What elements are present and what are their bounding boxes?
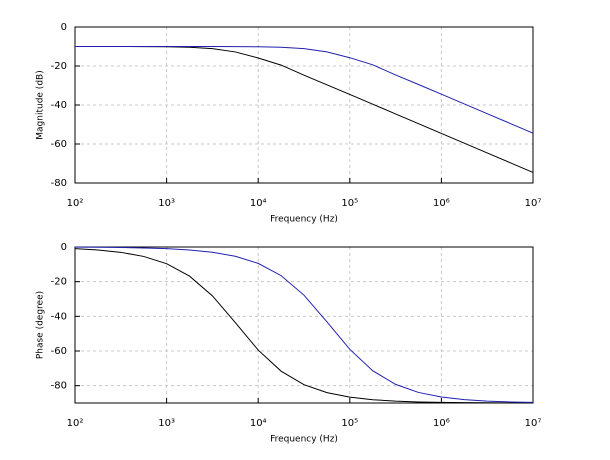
x-tick-label: 10² bbox=[67, 198, 84, 209]
x-tick-label: 10⁶ bbox=[433, 418, 450, 429]
x-tick-label: 10³ bbox=[158, 418, 175, 429]
x-tick-label: 10⁴ bbox=[250, 418, 267, 429]
series-line bbox=[74, 248, 534, 404]
x-tick-label: 10⁵ bbox=[341, 198, 358, 209]
y-tick-label: -40 bbox=[51, 311, 67, 322]
x-tick-label: 10⁴ bbox=[250, 198, 267, 209]
x-tick-label: 10² bbox=[67, 418, 84, 429]
y-tick-label: 0 bbox=[61, 242, 67, 253]
y-tick-label: -60 bbox=[51, 346, 67, 357]
x-tick-label: 10⁵ bbox=[341, 418, 358, 429]
y-tick-label: 0 bbox=[61, 22, 67, 33]
x-axis-label: Frequency (Hz) bbox=[270, 215, 338, 225]
x-axis-label: Frequency (Hz) bbox=[270, 435, 338, 445]
y-tick-label: -60 bbox=[51, 139, 67, 150]
series-line bbox=[75, 46, 534, 173]
series-line bbox=[74, 246, 534, 403]
x-tick-label: 10⁷ bbox=[525, 418, 542, 429]
y-tick-label: -40 bbox=[51, 100, 67, 111]
series-line bbox=[75, 46, 534, 134]
y-tick-label: -20 bbox=[51, 277, 67, 288]
y-axis-label: Magnitude (dB) bbox=[36, 70, 46, 139]
x-tick-label: 10⁶ bbox=[433, 198, 450, 209]
y-tick-label: -80 bbox=[51, 381, 67, 392]
y-tick-label: -20 bbox=[51, 61, 67, 72]
x-tick-label: 10³ bbox=[158, 198, 175, 209]
y-axis-label: Phase (degree) bbox=[36, 291, 46, 359]
plot-frame bbox=[74, 26, 534, 184]
plot-frame bbox=[74, 246, 534, 404]
x-tick-label: 10⁷ bbox=[525, 198, 542, 209]
y-tick-label: -80 bbox=[51, 178, 67, 189]
